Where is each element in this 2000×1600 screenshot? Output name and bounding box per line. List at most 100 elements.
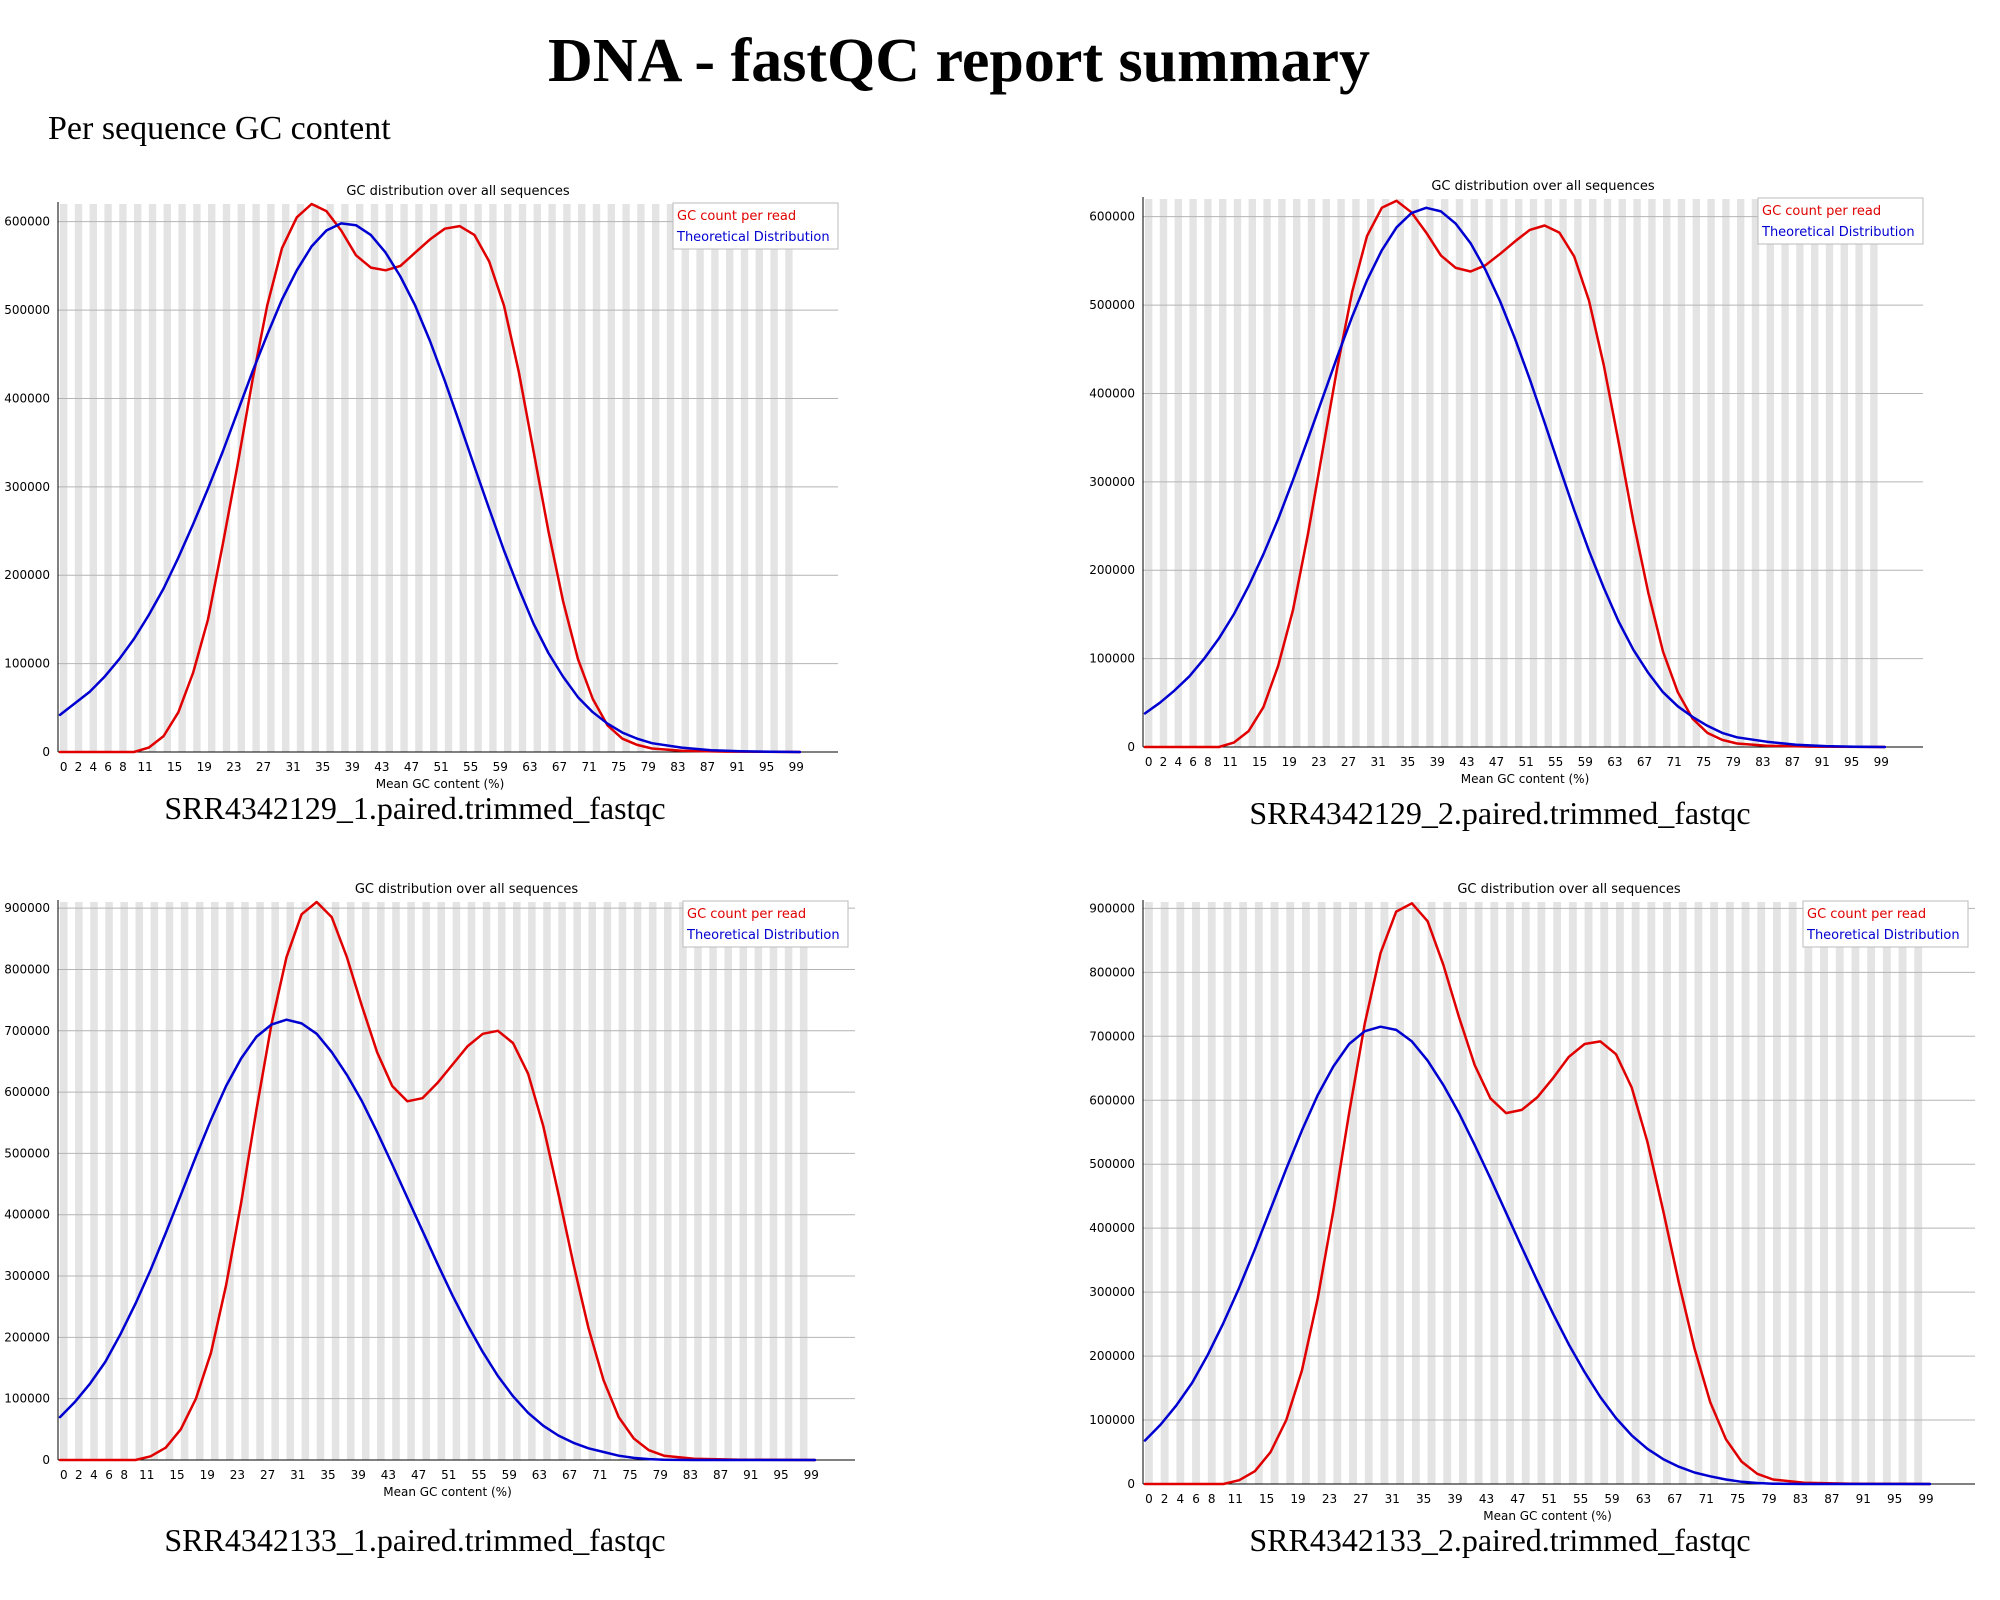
x-tick-label: 75	[611, 760, 626, 774]
y-tick-label: 600000	[4, 1085, 50, 1099]
grid-stripe	[1741, 902, 1750, 1484]
grid-stripe	[180, 902, 189, 1460]
plot-background	[1145, 902, 1923, 1484]
grid-stripe	[1870, 199, 1878, 747]
x-tick-label: 91	[1856, 1492, 1871, 1506]
x-tick-label: 87	[713, 1468, 728, 1482]
x-axis-label: Mean GC content (%)	[376, 777, 505, 791]
legend: GC count per read Theoretical Distributio…	[672, 202, 839, 250]
grid-stripe	[1337, 199, 1345, 747]
legend-entry: Theoretical Distribution	[1806, 928, 1960, 943]
grid-stripe	[1176, 902, 1185, 1484]
grid-stripe	[1381, 199, 1390, 747]
grid-stripe	[1443, 902, 1452, 1484]
chart-panel-2: 0 100000 200000 300000 400000 500000 600000 0 2 4…	[1085, 165, 1945, 835]
grid-stripe	[407, 902, 415, 1460]
x-tick-label: 83	[670, 760, 685, 774]
x-tick-label: 4	[89, 760, 97, 774]
y-tick-label: 600000	[4, 215, 50, 229]
chart-caption-4: SRR4342133_2.paired.trimmed_fastqc	[1249, 1522, 1751, 1558]
x-tick-label: 51	[1542, 1492, 1557, 1506]
x-tick-label: 95	[759, 760, 774, 774]
grid-stripe	[193, 204, 201, 752]
grid-stripe	[1145, 902, 1153, 1484]
x-tick-label: 99	[1874, 755, 1889, 769]
grid-stripe	[1553, 902, 1562, 1484]
x-tick-label: 2	[1160, 755, 1168, 769]
grid-stripe	[1427, 902, 1436, 1484]
x-tick-label: 8	[1208, 1492, 1216, 1506]
x-tick-label: 4	[1174, 755, 1182, 769]
grid-stripe	[755, 204, 763, 752]
chart-panel-1: 0 100000 200000 300000 400000 500000 600000 0 2 4…	[0, 170, 860, 840]
grid-stripe	[1233, 199, 1242, 747]
x-tick-label: 67	[552, 760, 567, 774]
grid-stripe	[1751, 199, 1760, 747]
grid-stripe	[211, 902, 219, 1460]
grid-stripe	[1470, 199, 1478, 747]
x-tick-label: 23	[1311, 755, 1326, 769]
grid-stripe	[1515, 199, 1523, 747]
grid-stripe	[1485, 199, 1493, 747]
y-tick-label: 0	[1127, 740, 1135, 754]
series-line-1	[1143, 902, 1932, 1486]
y-tick-label: 400000	[4, 391, 50, 405]
x-tick-label: 4	[1177, 1492, 1185, 1506]
grid-stripe	[637, 204, 645, 752]
x-tick-label: 43	[381, 1468, 396, 1482]
y-tick-label: 500000	[1089, 1157, 1135, 1171]
x-tick-label: 75	[622, 1468, 637, 1482]
y-tick-label: 800000	[4, 962, 50, 976]
legend-entry: GC count per read	[1762, 204, 1881, 219]
y-tick-label: 500000	[4, 303, 50, 317]
x-tick-label: 55	[471, 1468, 486, 1482]
chart-panel-4: 0 100000 200000 300000 400000 500000 600000 700…	[1085, 872, 1980, 1592]
grid-stripe	[1882, 902, 1891, 1484]
x-tick-label: 83	[683, 1468, 698, 1482]
chart-panel-3: 0 100000 200000 300000 400000 500000 600000 700…	[0, 872, 870, 1592]
grid-stripe	[60, 204, 68, 752]
grid-stripe	[1574, 199, 1582, 747]
x-tick-label: 71	[1666, 755, 1681, 769]
x-tick-label: 99	[1918, 1492, 1933, 1506]
grid-stripe	[1694, 902, 1703, 1484]
x-tick-label: 43	[374, 760, 389, 774]
y-tick-label: 300000	[1089, 475, 1135, 489]
legend-entry: GC count per read	[677, 209, 796, 224]
grid-stripe	[573, 902, 581, 1460]
grid-stripe	[724, 902, 732, 1460]
grid-stripe	[1278, 199, 1286, 747]
x-tick-label: 31	[1370, 755, 1385, 769]
legend-box	[1757, 197, 1924, 245]
x-tick-label: 31	[285, 760, 300, 774]
x-tick-label: 0	[60, 1468, 68, 1482]
x-tick-label: 51	[441, 1468, 456, 1482]
grid-stripe	[1559, 199, 1567, 747]
grid-stripe	[497, 902, 506, 1460]
grid-stripe	[1663, 902, 1671, 1484]
grid-stripe	[195, 902, 204, 1460]
x-tick-label: 79	[1761, 1492, 1776, 1506]
x-tick-label: 75	[1730, 1492, 1745, 1506]
grid-stripe	[1804, 902, 1813, 1484]
grid-stripe	[528, 902, 536, 1460]
x-tick-label: 8	[120, 1468, 128, 1482]
grid-stripe	[89, 204, 97, 752]
x-tick-label: 59	[1604, 1492, 1619, 1506]
y-tick-label: 700000	[4, 1024, 50, 1038]
x-tick-label: 0	[1145, 755, 1153, 769]
grid-stripe	[120, 902, 128, 1460]
x-tick-label: 19	[1290, 1492, 1305, 1506]
grid-stripe	[1663, 199, 1671, 747]
x-tick-label: 63	[1607, 755, 1622, 769]
page-subtitle: Per sequence GC content	[48, 110, 391, 147]
y-tick-label: 500000	[4, 1146, 50, 1160]
grid-stripe	[1521, 902, 1530, 1484]
grid-stripe	[1840, 199, 1848, 747]
grid-stripe	[74, 204, 83, 752]
grid-stripe	[331, 902, 340, 1460]
grid-stripe	[1707, 199, 1715, 747]
page-title: DNA - fastQC report summary	[548, 27, 1370, 95]
grid-stripe	[150, 902, 159, 1460]
y-tick-label: 300000	[4, 1269, 50, 1283]
